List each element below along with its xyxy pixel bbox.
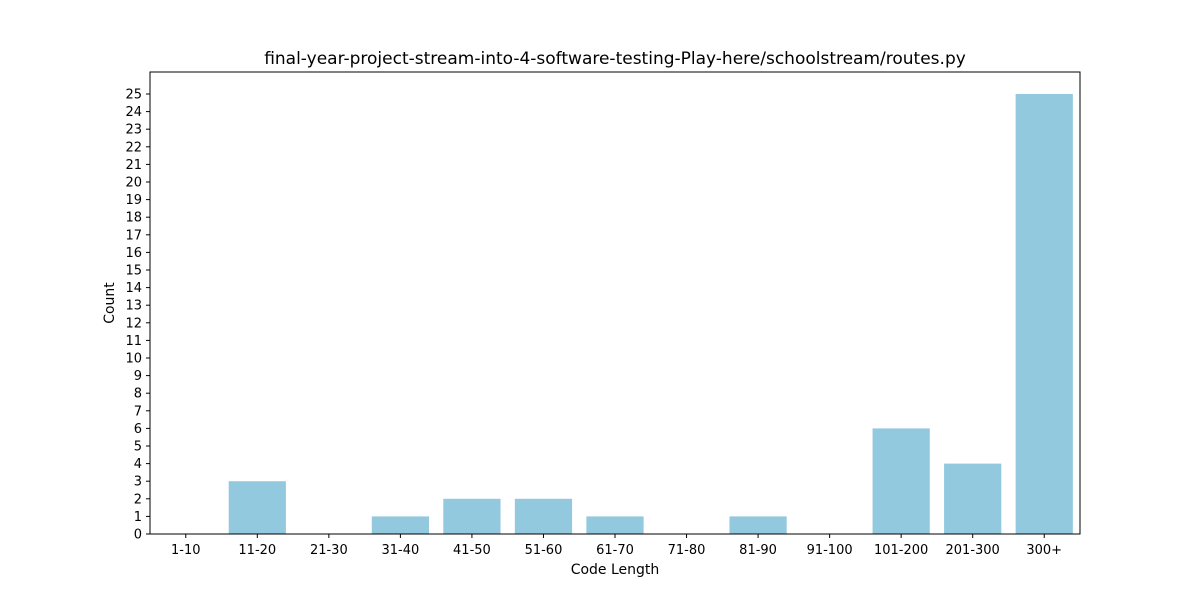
x-tick-label: 31-40: [381, 543, 419, 558]
x-tick-label: 51-60: [525, 543, 563, 558]
x-tick-label: 81-90: [739, 543, 777, 558]
y-tick-label: 5: [134, 440, 142, 455]
y-tick-label: 8: [134, 387, 142, 402]
x-tick-label: 1-10: [171, 543, 201, 558]
y-tick-label: 17: [125, 228, 142, 243]
bar-61-70: [586, 516, 644, 534]
x-tick-label: 101-200: [874, 543, 928, 558]
y-tick-label: 24: [125, 105, 142, 120]
bar-300+: [1015, 94, 1073, 534]
x-axis-ticks: 1-10 11-20 21-30 31-40 41-50 51-60 61-70 71-80 8…: [171, 534, 1062, 558]
x-axis-label: Code Length: [571, 562, 660, 578]
y-tick-label: 19: [125, 193, 142, 208]
y-tick-label: 25: [125, 88, 142, 103]
x-tick-label: 61-70: [596, 543, 634, 558]
y-tick-label: 7: [134, 404, 142, 419]
y-tick-label: 6: [134, 422, 142, 437]
bars-group: [228, 94, 1073, 534]
x-tick-label: 21-30: [310, 543, 348, 558]
y-tick-label: 0: [134, 528, 142, 543]
y-tick-label: 14: [125, 281, 142, 296]
chart-title: final-year-project-stream-into-4-softwar…: [264, 49, 966, 69]
y-tick-label: 22: [125, 140, 142, 155]
y-tick-label: 4: [134, 457, 142, 472]
x-tick-label: 41-50: [453, 543, 491, 558]
y-tick-label: 12: [125, 316, 142, 331]
bar-101-200: [872, 428, 930, 534]
y-tick-label: 20: [125, 176, 142, 191]
x-tick-label: 91-100: [807, 543, 853, 558]
y-axis-ticks: 0123456789101112131415161718192021222324…: [125, 88, 150, 543]
bar-11-20: [228, 481, 286, 534]
x-tick-label: 11-20: [238, 543, 276, 558]
y-tick-label: 11: [125, 334, 142, 349]
y-tick-label: 18: [125, 211, 142, 226]
y-tick-label: 16: [125, 246, 142, 261]
bar-81-90: [729, 516, 787, 534]
y-tick-label: 23: [125, 123, 142, 138]
y-tick-label: 13: [125, 299, 142, 314]
x-tick-label: 201-300: [946, 543, 1000, 558]
x-tick-label: 71-80: [668, 543, 706, 558]
y-tick-label: 2: [134, 492, 142, 507]
y-axis-label: Count: [102, 282, 118, 324]
x-tick-label: 300+: [1026, 543, 1062, 558]
y-tick-label: 1: [134, 510, 142, 525]
y-tick-label: 15: [125, 264, 142, 279]
bar-31-40: [371, 516, 429, 534]
bar-201-300: [944, 463, 1002, 534]
y-tick-label: 3: [134, 475, 142, 490]
y-tick-label: 21: [125, 158, 142, 173]
bar-51-60: [514, 498, 573, 534]
plot-frame: [149, 71, 1081, 535]
y-tick-label: 10: [125, 352, 142, 367]
y-tick-label: 9: [134, 369, 142, 384]
bar-41-50: [443, 498, 501, 534]
